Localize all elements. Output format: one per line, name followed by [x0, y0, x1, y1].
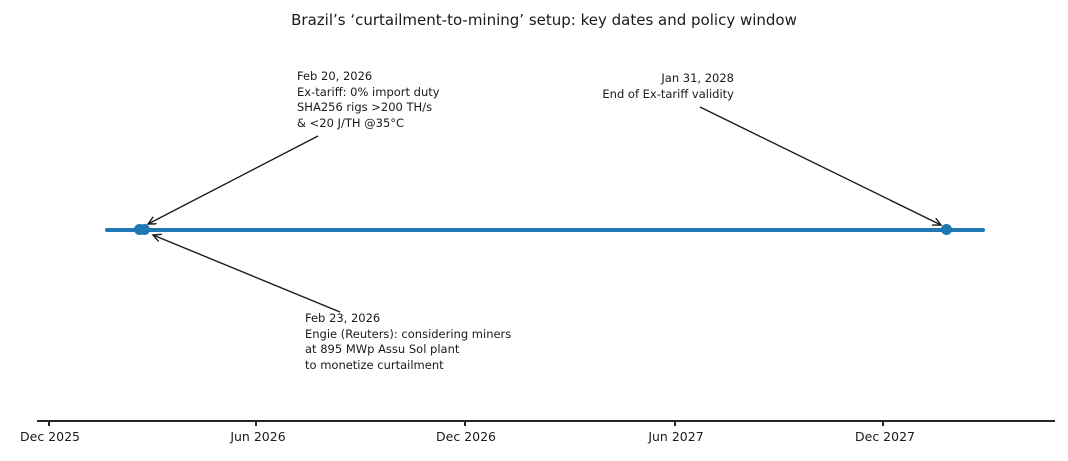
x-tick-label-dec-2026: Dec 2026: [436, 429, 496, 444]
annotation-line: SHA256 rigs >200 TH/s: [297, 100, 433, 114]
policy-window-timeline: [105, 228, 985, 232]
arrow-ex-tariff-start: [148, 135, 319, 224]
arrow-engie: [153, 235, 341, 313]
x-axis-tick: [882, 421, 884, 426]
annotation-line: Jan 31, 2028: [661, 71, 734, 85]
x-tick-label-jun-2026: Jun 2026: [230, 429, 286, 444]
x-axis-tick: [674, 421, 676, 426]
x-axis-tick: [464, 421, 466, 426]
x-axis-tick: [255, 421, 257, 426]
event-dot-jan31-2028: [941, 224, 952, 235]
chart-title: Brazil’s ‘curtailment-to-mining’ setup: …: [291, 11, 797, 29]
event-dot-feb23-2026: [139, 224, 150, 235]
x-axis-spine: [37, 420, 1055, 422]
arrow-ex-tariff-end: [699, 106, 941, 225]
x-axis-tick: [48, 421, 50, 426]
annotation-line: at 895 MWp Assu Sol plant: [305, 342, 460, 356]
annotation-line: Feb 20, 2026: [297, 69, 373, 83]
annotation-line: Ex-tariff: 0% import duty: [297, 84, 440, 99]
x-tick-label-dec-2027: Dec 2027: [855, 429, 915, 444]
annotation-line: & <20 J/TH @35°C: [297, 115, 405, 130]
annotation-line: to monetize curtailment: [305, 357, 444, 372]
annotation-line: Feb 23, 2026: [305, 311, 381, 325]
x-tick-label-jun-2027: Jun 2027: [648, 429, 704, 444]
x-tick-label-dec-2025: Dec 2025: [20, 429, 80, 444]
annotation-ex-tariff-start: Feb 20, 2026 Ex-tariff: 0% import duty S…: [297, 69, 440, 131]
annotation-line: Engie (Reuters): considering miners: [305, 326, 512, 341]
annotation-ex-tariff-end: Jan 31, 2028 End of Ex-tariff validity: [602, 71, 734, 102]
annotation-engie: Feb 23, 2026 Engie (Reuters): considerin…: [305, 311, 511, 373]
annotation-line: End of Ex-tariff validity: [602, 86, 734, 101]
